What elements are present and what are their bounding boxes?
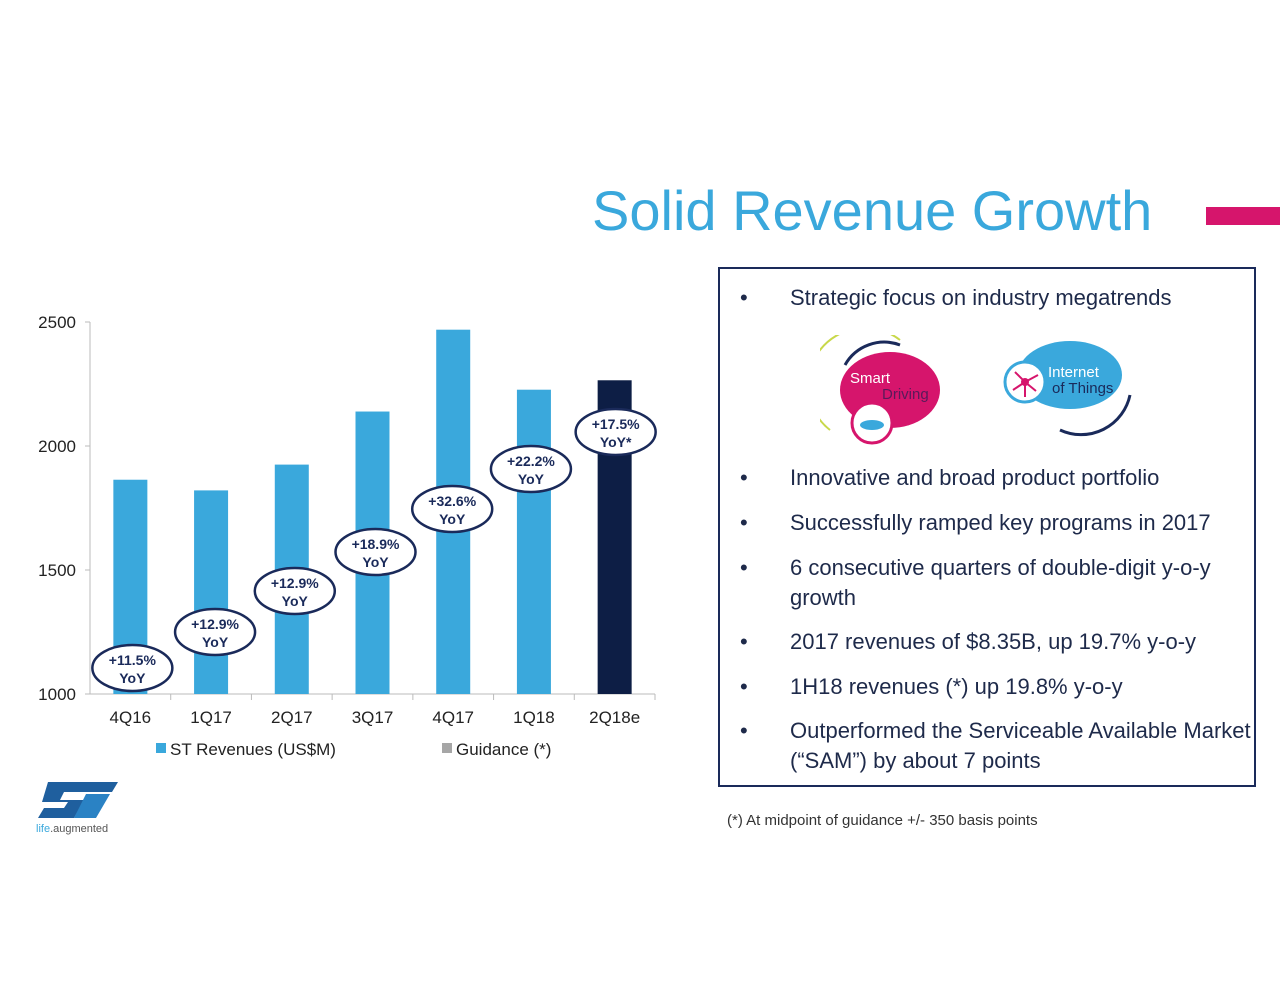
x-tick-label: 4Q17 [432, 708, 474, 727]
yoy-annotation-bubble [253, 566, 337, 616]
revenue-bar [516, 389, 551, 694]
bullet-dot: • [740, 465, 748, 490]
legend-label-guidance: Guidance (*) [456, 740, 551, 759]
smart-driving-logo: Smart Driving [820, 335, 940, 445]
legend-label-revenue: ST Revenues (US$M) [170, 740, 336, 759]
bullet-dot: • [740, 285, 748, 310]
yoy-annotation-bubble [410, 484, 494, 534]
legend-swatch-guidance [442, 743, 452, 753]
yoy-annotation-bubble [574, 407, 657, 457]
yoy-annotation-value: +18.9% [352, 536, 400, 552]
yoy-annotation-label: YoY [202, 634, 229, 650]
yoy-annotation-bubble [91, 643, 174, 693]
yoy-annotation-label: YoY [282, 593, 309, 609]
bullet-text: 6 consecutive quarters of double-digit y… [790, 555, 1211, 610]
bullet-text: Successfully ramped key programs in 2017 [790, 510, 1211, 535]
footnote: (*) At midpoint of guidance +/- 350 basi… [727, 812, 1038, 829]
bullet-dot: • [740, 629, 748, 654]
yoy-annotation-label: YoY [119, 670, 146, 686]
tagline-life: life [36, 823, 51, 835]
yoy-annotation-label: YoY [439, 511, 466, 527]
bullet-dot: • [740, 510, 748, 535]
yoy-annotation-bubble [173, 607, 257, 657]
yoy-annotation-value: +22.2% [507, 453, 555, 469]
x-tick-label: 1Q18 [513, 708, 555, 727]
yoy-annotation-bubble [489, 444, 573, 494]
page-title: Solid Revenue Growth [592, 179, 1153, 242]
title-accent-bar [1206, 207, 1280, 225]
smart-driving-line2: Driving [882, 386, 929, 403]
st-logo [38, 782, 118, 818]
tagline-rest: .augmented [50, 823, 109, 835]
x-tick-label: 2Q18e [589, 708, 640, 727]
bullet-dot: • [740, 718, 748, 743]
bullet-text: 1H18 revenues (*) up 19.8% y-o-y [790, 674, 1123, 699]
y-tick-label: 1500 [38, 561, 76, 580]
brand-tagline: life.augmented [36, 823, 108, 835]
x-tick-label: 2Q17 [271, 708, 313, 727]
x-tick-label: 4Q16 [110, 708, 152, 727]
bullet-text: Innovative and broad product portfolio [790, 465, 1160, 490]
legend-swatch-revenue [156, 743, 166, 753]
y-tick-label: 2000 [38, 437, 76, 456]
highlights-panel: • Strategic focus on industry megatrends … [718, 267, 1256, 787]
yoy-annotation-bubble [334, 527, 417, 577]
x-tick-label: 3Q17 [352, 708, 394, 727]
y-tick-label: 2500 [38, 313, 76, 332]
yoy-annotation-label: YoY* [600, 434, 632, 450]
yoy-annotation-value: +11.5% [109, 652, 157, 668]
yoy-annotation-label: YoY [518, 471, 545, 487]
iot-line1: Internet [1048, 364, 1100, 381]
revenue-bar [194, 490, 229, 694]
x-tick-label: 1Q17 [190, 708, 232, 727]
yoy-annotation-value: +17.5% [592, 416, 640, 432]
megatrend-logos: Smart Driving Internet of Things [820, 335, 1132, 445]
y-tick-label: 1000 [38, 685, 76, 704]
yoy-annotation-value: +32.6% [428, 493, 476, 509]
yoy-annotation-value: +12.9% [191, 616, 239, 632]
yoy-annotation-label: YoY [362, 554, 389, 570]
bullet-text: 2017 revenues of $8.35B, up 19.7% y-o-y [790, 629, 1197, 654]
iot-logo: Internet of Things [1003, 341, 1132, 437]
bullet-dot: • [740, 674, 748, 699]
iot-line2: of Things [1052, 380, 1113, 397]
bullet-text: Outperformed the Serviceable Available M… [790, 718, 1251, 773]
smart-driving-line1: Smart [850, 370, 891, 387]
yoy-annotation-value: +12.9% [271, 575, 319, 591]
bullet-dot: • [740, 555, 748, 580]
bullet-text: Strategic focus on industry megatrends [790, 285, 1172, 310]
